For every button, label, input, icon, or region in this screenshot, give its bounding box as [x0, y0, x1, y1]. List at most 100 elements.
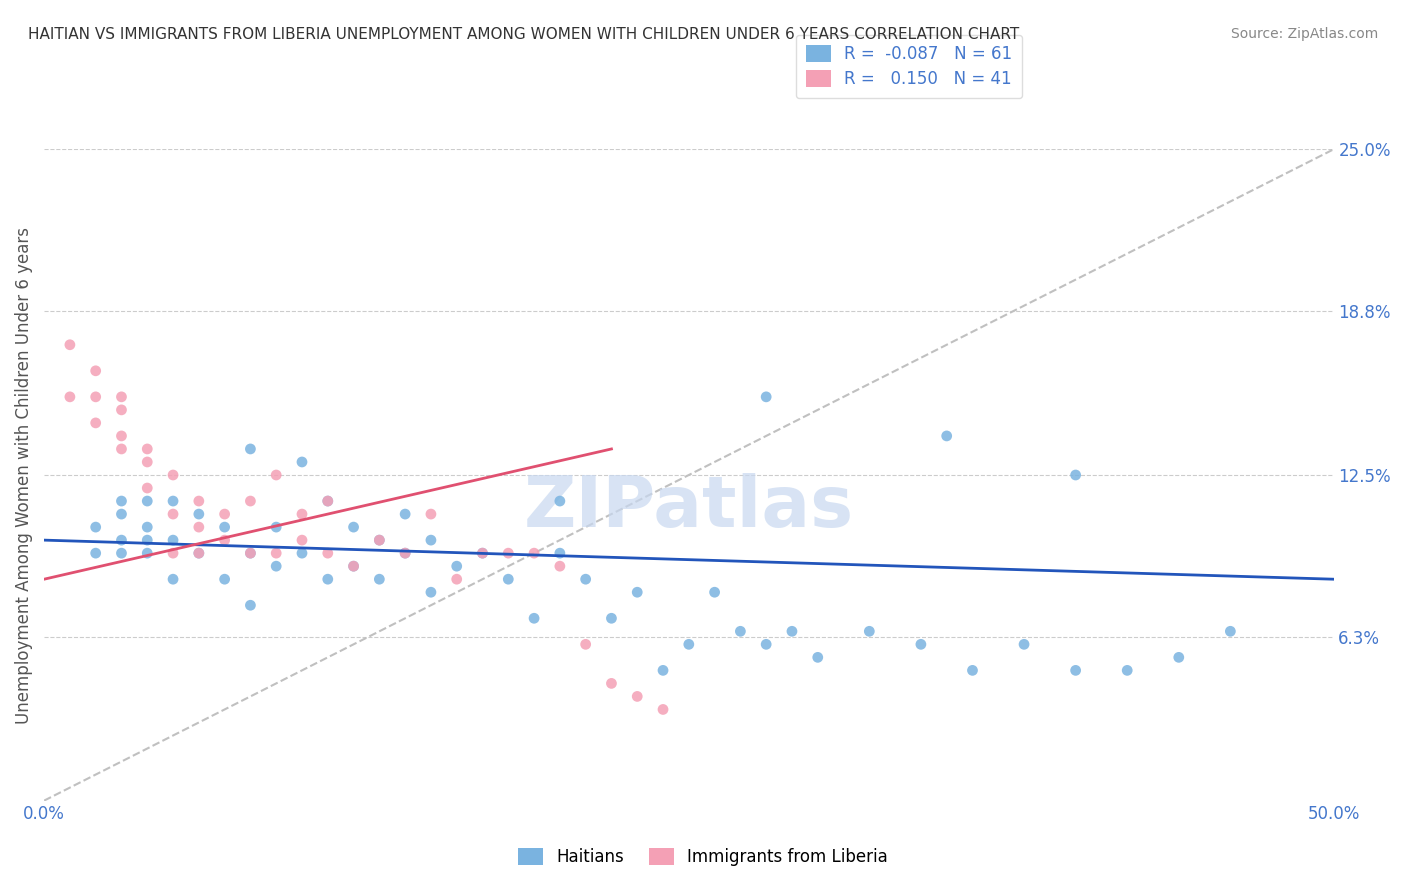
Point	[316, 494, 339, 508]
Point	[1116, 664, 1139, 678]
Point	[84, 546, 107, 560]
Point	[1064, 664, 1087, 678]
Point	[291, 455, 314, 469]
Point	[136, 520, 159, 534]
Point	[368, 572, 391, 586]
Point	[162, 494, 184, 508]
Point	[291, 507, 314, 521]
Point	[239, 599, 262, 613]
Point	[471, 546, 494, 560]
Point	[368, 533, 391, 548]
Point	[446, 572, 468, 586]
Point	[162, 572, 184, 586]
Point	[471, 546, 494, 560]
Y-axis label: Unemployment Among Women with Children Under 6 years: Unemployment Among Women with Children U…	[15, 227, 32, 723]
Point	[626, 585, 648, 599]
Point	[187, 520, 209, 534]
Point	[342, 559, 364, 574]
Point	[1012, 637, 1035, 651]
Point	[342, 520, 364, 534]
Point	[935, 429, 957, 443]
Point	[187, 494, 209, 508]
Point	[858, 624, 880, 639]
Point	[342, 559, 364, 574]
Point	[84, 390, 107, 404]
Point	[419, 507, 441, 521]
Point	[498, 572, 520, 586]
Point	[136, 481, 159, 495]
Point	[1064, 468, 1087, 483]
Point	[394, 546, 416, 560]
Point	[730, 624, 752, 639]
Point	[264, 559, 287, 574]
Point	[316, 546, 339, 560]
Point	[162, 468, 184, 483]
Point	[110, 533, 132, 548]
Point	[394, 546, 416, 560]
Point	[394, 507, 416, 521]
Point	[110, 494, 132, 508]
Text: Source: ZipAtlas.com: Source: ZipAtlas.com	[1230, 27, 1378, 41]
Point	[780, 624, 803, 639]
Point	[291, 533, 314, 548]
Point	[652, 702, 675, 716]
Point	[136, 533, 159, 548]
Point	[187, 546, 209, 560]
Point	[548, 494, 571, 508]
Point	[162, 546, 184, 560]
Point	[446, 559, 468, 574]
Point	[548, 546, 571, 560]
Point	[807, 650, 830, 665]
Point	[498, 546, 520, 560]
Point	[110, 429, 132, 443]
Point	[368, 533, 391, 548]
Point	[419, 585, 441, 599]
Point	[962, 664, 984, 678]
Point	[264, 520, 287, 534]
Point	[264, 546, 287, 560]
Point	[626, 690, 648, 704]
Point	[755, 637, 778, 651]
Point	[575, 572, 598, 586]
Point	[1219, 624, 1241, 639]
Point	[523, 546, 546, 560]
Point	[264, 468, 287, 483]
Point	[239, 546, 262, 560]
Point	[214, 533, 236, 548]
Point	[214, 507, 236, 521]
Legend: Haitians, Immigrants from Liberia: Haitians, Immigrants from Liberia	[509, 840, 897, 875]
Point	[239, 442, 262, 456]
Point	[239, 494, 262, 508]
Point	[548, 559, 571, 574]
Point	[59, 337, 82, 351]
Point	[187, 546, 209, 560]
Point	[419, 533, 441, 548]
Point	[162, 507, 184, 521]
Point	[110, 546, 132, 560]
Point	[214, 520, 236, 534]
Point	[110, 403, 132, 417]
Point	[910, 637, 932, 651]
Text: ZIPatlas: ZIPatlas	[524, 473, 853, 542]
Point	[214, 572, 236, 586]
Point	[84, 520, 107, 534]
Legend: R =  -0.087   N = 61, R =   0.150   N = 41: R = -0.087 N = 61, R = 0.150 N = 41	[796, 35, 1022, 98]
Point	[59, 390, 82, 404]
Point	[1167, 650, 1189, 665]
Point	[316, 494, 339, 508]
Point	[291, 546, 314, 560]
Point	[678, 637, 700, 651]
Point	[755, 390, 778, 404]
Point	[110, 442, 132, 456]
Point	[316, 572, 339, 586]
Point	[703, 585, 725, 599]
Point	[110, 390, 132, 404]
Point	[136, 455, 159, 469]
Point	[136, 494, 159, 508]
Point	[84, 364, 107, 378]
Point	[162, 533, 184, 548]
Text: HAITIAN VS IMMIGRANTS FROM LIBERIA UNEMPLOYMENT AMONG WOMEN WITH CHILDREN UNDER : HAITIAN VS IMMIGRANTS FROM LIBERIA UNEMP…	[28, 27, 1019, 42]
Point	[110, 507, 132, 521]
Point	[187, 507, 209, 521]
Point	[136, 442, 159, 456]
